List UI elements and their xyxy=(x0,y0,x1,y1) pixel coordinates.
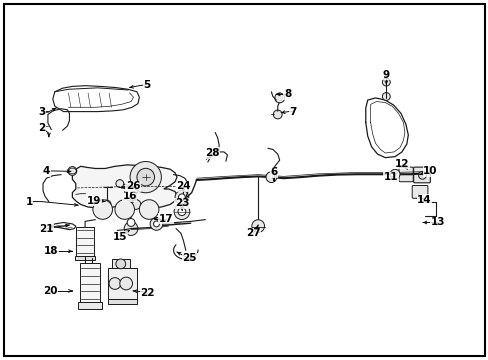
Circle shape xyxy=(265,172,276,183)
Bar xyxy=(107,299,137,304)
Bar xyxy=(80,263,100,302)
Text: 22: 22 xyxy=(140,288,155,298)
Text: 6: 6 xyxy=(270,167,277,177)
FancyBboxPatch shape xyxy=(411,185,427,198)
Text: 10: 10 xyxy=(422,166,437,176)
Circle shape xyxy=(178,208,185,216)
Circle shape xyxy=(102,200,111,209)
Circle shape xyxy=(124,222,138,235)
Circle shape xyxy=(127,219,135,226)
Text: 19: 19 xyxy=(86,196,101,206)
Text: 17: 17 xyxy=(159,214,173,224)
Circle shape xyxy=(109,278,121,289)
Circle shape xyxy=(116,259,125,269)
Text: 18: 18 xyxy=(44,246,59,256)
Text: 4: 4 xyxy=(42,166,50,176)
Text: 9: 9 xyxy=(382,70,389,80)
Bar xyxy=(75,256,95,260)
Text: 25: 25 xyxy=(182,253,197,264)
Text: 11: 11 xyxy=(383,172,398,182)
Text: 28: 28 xyxy=(205,148,220,158)
Bar xyxy=(78,302,102,309)
Circle shape xyxy=(130,162,161,193)
Bar xyxy=(112,259,129,268)
Circle shape xyxy=(274,93,284,103)
Circle shape xyxy=(139,200,159,219)
Text: 12: 12 xyxy=(394,159,408,169)
Text: 15: 15 xyxy=(112,232,127,242)
Circle shape xyxy=(93,200,112,219)
Text: 7: 7 xyxy=(289,107,297,117)
Bar xyxy=(107,268,137,299)
Text: 27: 27 xyxy=(245,228,260,238)
Circle shape xyxy=(137,168,154,186)
Text: 23: 23 xyxy=(174,198,189,208)
Circle shape xyxy=(178,194,185,201)
Circle shape xyxy=(120,277,132,290)
FancyBboxPatch shape xyxy=(413,167,429,183)
Text: 5: 5 xyxy=(143,80,150,90)
Polygon shape xyxy=(72,165,177,208)
Text: 13: 13 xyxy=(429,217,444,228)
Circle shape xyxy=(174,204,189,220)
Circle shape xyxy=(418,171,426,179)
Circle shape xyxy=(115,200,134,219)
Text: 24: 24 xyxy=(176,181,190,192)
Text: 2: 2 xyxy=(38,123,45,133)
Bar xyxy=(76,227,94,256)
Circle shape xyxy=(251,220,264,233)
Text: 1: 1 xyxy=(26,197,33,207)
Circle shape xyxy=(153,221,159,227)
Circle shape xyxy=(382,78,389,86)
Text: 26: 26 xyxy=(125,181,140,192)
Text: 16: 16 xyxy=(122,191,137,201)
Text: 21: 21 xyxy=(39,224,54,234)
Circle shape xyxy=(116,180,123,188)
FancyBboxPatch shape xyxy=(398,167,412,182)
Circle shape xyxy=(150,217,163,230)
Text: 14: 14 xyxy=(416,195,431,205)
Circle shape xyxy=(389,169,399,179)
Text: 20: 20 xyxy=(42,286,57,296)
Text: 8: 8 xyxy=(284,89,290,99)
Circle shape xyxy=(68,167,77,175)
Circle shape xyxy=(175,190,188,204)
Circle shape xyxy=(382,93,389,100)
Text: 3: 3 xyxy=(38,107,45,117)
Circle shape xyxy=(273,110,282,119)
Circle shape xyxy=(131,199,141,210)
